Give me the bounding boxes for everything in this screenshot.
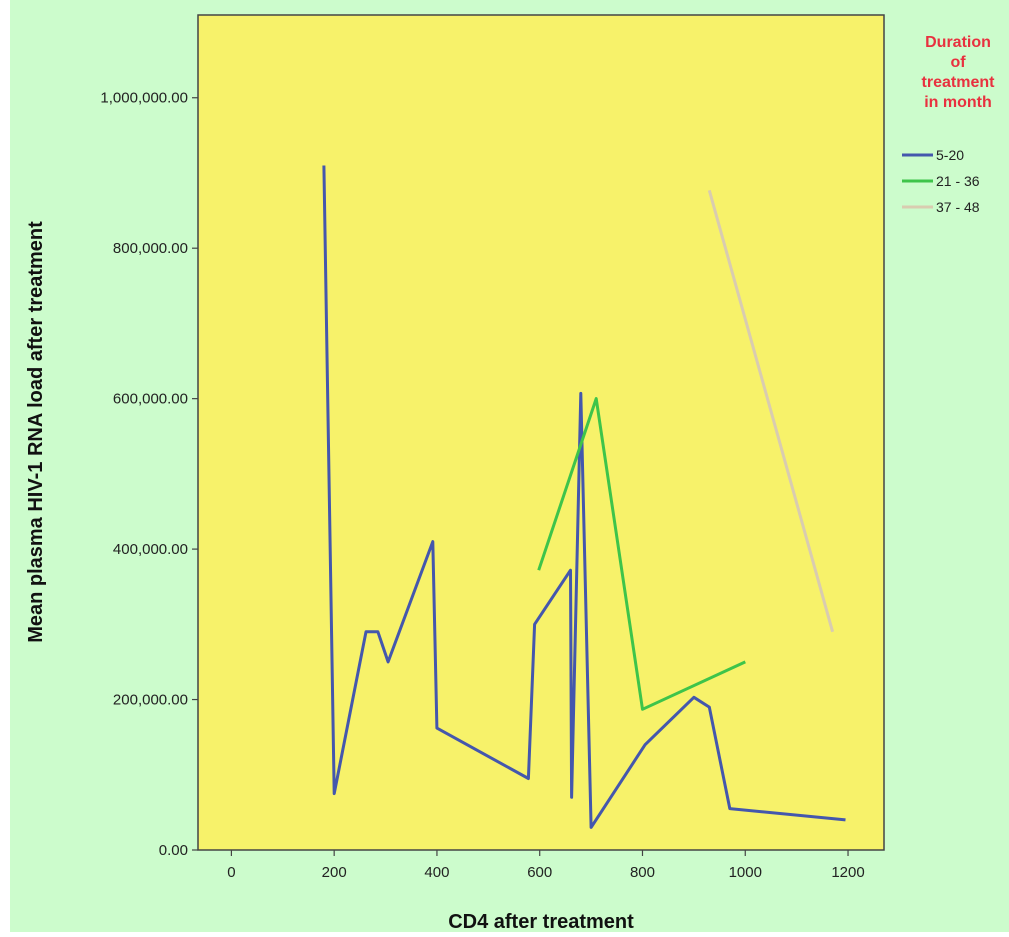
plot-area: [198, 15, 884, 850]
y-tick-label: 600,000.00: [113, 391, 188, 408]
legend-title-line: Duration: [925, 34, 991, 51]
legend-label: 21 - 36: [936, 173, 980, 189]
x-axis-title: CD4 after treatment: [448, 911, 634, 932]
x-tick-label: 0: [227, 864, 235, 881]
y-tick-label: 800,000.00: [113, 240, 188, 257]
y-tick-label: 400,000.00: [113, 541, 188, 558]
legend-label: 37 - 48: [936, 199, 980, 215]
series-layer: [322, 165, 846, 829]
series-line-1: [322, 165, 846, 829]
x-axis: 0 200 400 600 800 1000 1200: [227, 850, 865, 881]
y-axis: 0.00 200,000.00 400,000.00 600,000.00 800,00…: [100, 90, 198, 859]
legend: Duration of treatment in month 5-20 21 - 36 37…: [902, 34, 995, 215]
legend-label: 5-20: [936, 147, 964, 163]
x-tick-label: 600: [527, 864, 552, 881]
series-line-2: [537, 397, 746, 711]
series-line-3: [707, 189, 835, 633]
y-tick-label: 0.00: [159, 842, 188, 859]
x-tick-label: 400: [424, 864, 449, 881]
x-tick-label: 1000: [729, 864, 762, 881]
legend-title-line: treatment: [922, 74, 996, 91]
x-tick-label: 800: [630, 864, 655, 881]
y-tick-label: 200,000.00: [113, 692, 188, 709]
x-tick-label: 200: [322, 864, 347, 881]
y-axis-title: Mean plasma HIV-1 RNA load after treatme…: [25, 221, 47, 643]
y-tick-label: 1,000,000.00: [100, 90, 188, 107]
plot-frame: [197, 14, 885, 851]
x-tick-label: 1200: [831, 864, 864, 881]
legend-title-line: in month: [924, 94, 992, 111]
legend-title-line: of: [950, 54, 966, 71]
